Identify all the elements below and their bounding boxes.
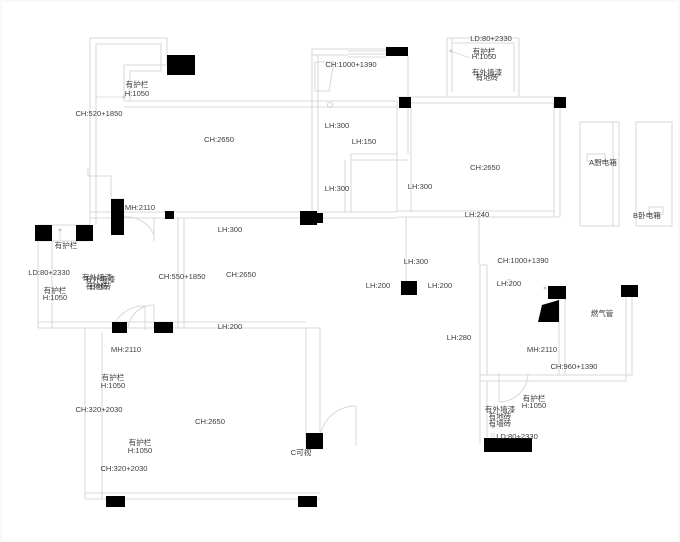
svg-text:有护栏: 有护栏 — [55, 240, 78, 250]
svg-text:LH:300: LH:300 — [218, 225, 243, 234]
svg-text:LH:300: LH:300 — [404, 257, 429, 266]
svg-text:LH:280: LH:280 — [447, 333, 472, 342]
svg-text:LH:200: LH:200 — [497, 279, 522, 288]
svg-text:CH:2650: CH:2650 — [226, 270, 256, 279]
svg-text:有地砖: 有地砖 — [86, 281, 109, 291]
svg-text:CH:2650: CH:2650 — [470, 163, 500, 172]
svg-text:CH:320+2030: CH:320+2030 — [100, 464, 147, 473]
svg-text:CH:320+2030: CH:320+2030 — [75, 405, 122, 414]
svg-text:CH:960+1390: CH:960+1390 — [550, 362, 597, 371]
svg-text:LD:80+2330: LD:80+2330 — [470, 34, 512, 43]
svg-text:A厨电箱: A厨电箱 — [589, 157, 617, 167]
svg-text:LH:240: LH:240 — [465, 210, 490, 219]
svg-text:H:1050: H:1050 — [101, 381, 126, 390]
svg-text:有地砖: 有地砖 — [476, 72, 499, 82]
svg-text:H:1050: H:1050 — [522, 401, 547, 410]
svg-text:CH:1000+1390: CH:1000+1390 — [325, 60, 376, 69]
svg-text:H:1050: H:1050 — [43, 293, 68, 302]
svg-text:B卧电箱: B卧电箱 — [633, 210, 661, 220]
svg-text:LH:300: LH:300 — [408, 182, 433, 191]
svg-text:CH:2650: CH:2650 — [204, 135, 234, 144]
svg-text:CH:1000+1390: CH:1000+1390 — [497, 256, 548, 265]
svg-text:MH:2110: MH:2110 — [111, 345, 141, 354]
svg-text:燃气管: 燃气管 — [591, 308, 614, 318]
svg-text:有外墙漆: 有外墙漆 — [82, 272, 113, 282]
svg-text:LH:150: LH:150 — [352, 137, 377, 146]
svg-text:LH:200: LH:200 — [218, 322, 243, 331]
svg-text:MH:2110: MH:2110 — [125, 203, 155, 212]
svg-text:CH:550+1850: CH:550+1850 — [158, 272, 205, 281]
svg-text:LH:300: LH:300 — [325, 184, 350, 193]
svg-text:LH:200: LH:200 — [428, 281, 453, 290]
svg-text:CH:520+1850: CH:520+1850 — [75, 109, 122, 118]
svg-text:H:1050: H:1050 — [472, 52, 497, 61]
svg-text:H:1050: H:1050 — [128, 446, 153, 455]
svg-text:LD:80+2330: LD:80+2330 — [28, 268, 70, 277]
svg-text:MH:2110: MH:2110 — [527, 345, 557, 354]
svg-text:有护栏: 有护栏 — [126, 79, 149, 89]
svg-text:LD:80+2330: LD:80+2330 — [496, 432, 538, 441]
svg-text:有墙砖: 有墙砖 — [489, 418, 512, 428]
svg-text:CH:2650: CH:2650 — [195, 417, 225, 426]
svg-text:C可视: C可视 — [291, 447, 312, 457]
svg-text:LH:300: LH:300 — [325, 121, 350, 130]
svg-text:H:1050: H:1050 — [125, 89, 150, 98]
svg-text:LH:200: LH:200 — [366, 281, 391, 290]
